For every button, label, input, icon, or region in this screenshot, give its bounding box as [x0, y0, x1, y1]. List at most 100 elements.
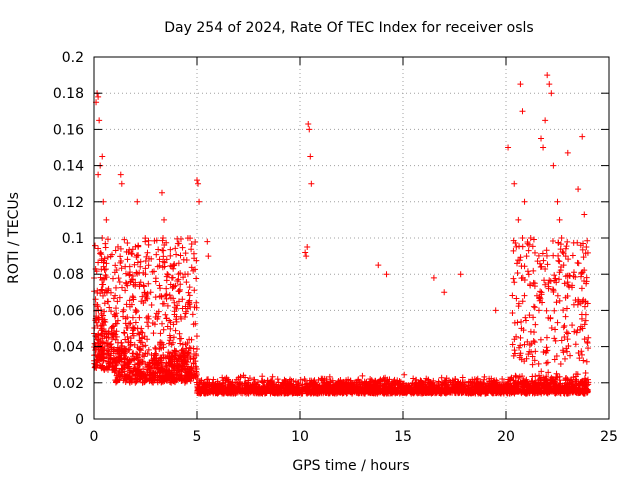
data-point [543, 344, 550, 351]
data-point [167, 295, 174, 302]
data-point [267, 389, 274, 396]
data-point [103, 216, 110, 223]
data-point [570, 269, 577, 276]
data-point [517, 379, 524, 386]
data-point [538, 368, 545, 375]
data-point [359, 372, 366, 379]
data-point [92, 242, 99, 249]
data-point [514, 269, 521, 276]
data-point [228, 384, 235, 391]
data-point [559, 347, 566, 354]
data-point [173, 251, 180, 258]
data-point [140, 282, 147, 289]
data-point [133, 308, 140, 315]
data-point [427, 380, 434, 387]
data-point [380, 384, 387, 391]
data-point [353, 380, 360, 387]
data-point [569, 252, 576, 259]
data-point [99, 153, 106, 160]
data-point [187, 356, 194, 363]
data-point [401, 371, 408, 378]
data-point [553, 374, 560, 381]
data-point [565, 256, 572, 263]
data-point [107, 341, 114, 348]
y-tick-label: 0.1 [62, 231, 84, 247]
data-point [159, 237, 166, 244]
data-point [308, 180, 315, 187]
data-point [145, 262, 152, 269]
data-point [175, 240, 182, 247]
data-point [522, 314, 529, 321]
data-point [530, 380, 537, 387]
data-point [188, 264, 195, 271]
data-point [542, 117, 549, 124]
data-point [156, 346, 163, 353]
data-point [577, 323, 584, 330]
data-point [551, 307, 558, 314]
data-point [156, 262, 163, 269]
data-point [172, 316, 179, 323]
data-point [581, 303, 588, 310]
data-point [558, 235, 565, 241]
data-point [151, 365, 158, 372]
data-point [92, 296, 99, 303]
data-point [564, 149, 571, 156]
data-point [299, 381, 306, 388]
data-point [163, 239, 170, 246]
data-point [375, 379, 382, 386]
data-point [138, 298, 145, 305]
data-point [300, 385, 307, 392]
data-point [130, 296, 137, 303]
data-point [132, 306, 139, 313]
data-point [442, 389, 449, 396]
chart-title: Day 254 of 2024, Rate Of TEC Index for r… [164, 20, 533, 36]
data-point [160, 247, 167, 254]
data-point [382, 389, 389, 396]
data-point [487, 383, 494, 390]
data-point [581, 321, 588, 328]
data-point [549, 237, 556, 244]
data-point [198, 377, 205, 384]
data-point [510, 247, 517, 254]
data-point [99, 326, 106, 333]
data-point [349, 386, 356, 393]
data-point [112, 362, 119, 369]
data-point [551, 335, 558, 342]
y-tick-label: 0.08 [53, 267, 84, 283]
data-point [537, 382, 544, 389]
data-point [126, 272, 133, 279]
data-point [107, 289, 114, 296]
data-point [173, 318, 180, 325]
data-point [101, 266, 108, 273]
data-point [173, 305, 180, 312]
data-point [246, 375, 253, 382]
data-point [559, 384, 566, 391]
data-point [544, 261, 551, 268]
data-point [179, 296, 186, 303]
data-point [101, 366, 108, 373]
data-point [121, 371, 128, 378]
data-point [566, 283, 573, 290]
data-point [535, 252, 542, 259]
data-point [145, 323, 152, 330]
data-point [175, 298, 182, 305]
data-point [577, 273, 584, 280]
data-point [247, 382, 254, 389]
data-point [98, 345, 105, 352]
data-point [279, 382, 286, 389]
data-point [307, 153, 314, 160]
data-point [553, 299, 560, 306]
data-point [531, 329, 538, 336]
data-point [537, 336, 544, 343]
data-point [163, 363, 170, 370]
data-point [129, 314, 136, 321]
data-point [142, 265, 149, 272]
data-point [523, 355, 530, 362]
data-point [170, 334, 177, 341]
data-point [417, 377, 424, 384]
data-point [148, 351, 155, 358]
data-point [140, 379, 147, 386]
data-point [171, 361, 178, 368]
data-point [500, 385, 507, 392]
data-point [157, 330, 164, 337]
